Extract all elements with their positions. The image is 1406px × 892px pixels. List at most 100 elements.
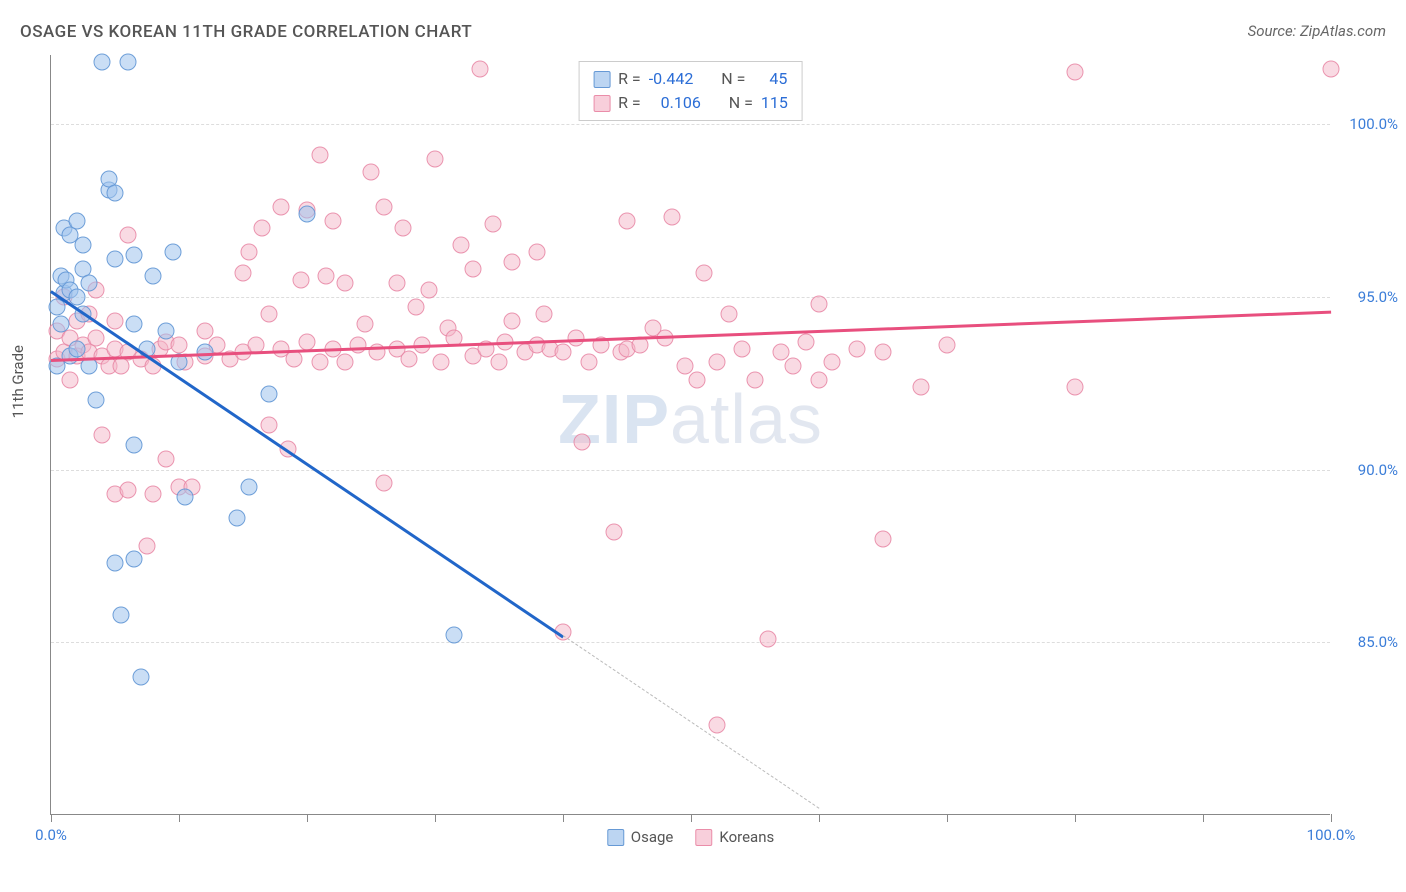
data-point-korean [708,354,725,371]
swatch-osage-icon [593,71,610,88]
data-point-korean [811,371,828,388]
y-tick-label: 95.0% [1358,288,1398,306]
data-point-osage [299,205,316,222]
data-point-korean [292,271,309,288]
data-point-korean [401,351,418,368]
legend-item-osage: Osage [607,828,674,846]
data-point-osage [68,212,85,229]
data-point-korean [260,306,277,323]
watermark: ZIPatlas [558,379,823,459]
data-point-korean [395,219,412,236]
data-point-korean [241,243,258,260]
data-point-osage [107,554,124,571]
grid-line [51,470,1330,471]
data-point-osage [132,668,149,685]
data-point-korean [606,523,623,540]
data-point-korean [452,237,469,254]
data-point-osage [126,551,143,568]
swatch-korean-icon [695,829,712,846]
x-tick [435,814,436,822]
data-point-korean [363,164,380,181]
data-point-korean [286,351,303,368]
data-point-korean [145,485,162,502]
data-point-osage [94,53,111,70]
data-point-korean [388,275,405,292]
data-point-korean [375,475,392,492]
data-point-korean [427,150,444,167]
chart-container: OSAGE VS KOREAN 11TH GRADE CORRELATION C… [0,0,1406,892]
data-point-korean [708,717,725,734]
data-point-osage [68,340,85,357]
data-point-korean [171,337,188,354]
y-tick-label: 90.0% [1358,461,1398,479]
data-point-korean [747,371,764,388]
chart-title: OSAGE VS KOREAN 11TH GRADE CORRELATION C… [20,22,472,42]
x-tick-label: 100.0% [1307,826,1356,844]
x-tick [307,814,308,822]
data-point-osage [119,53,136,70]
x-tick [691,814,692,822]
data-point-korean [465,261,482,278]
data-point-korean [849,340,866,357]
data-point-korean [1323,60,1340,77]
data-point-korean [318,268,335,285]
data-point-korean [119,226,136,243]
data-point-osage [75,237,92,254]
data-point-osage [107,185,124,202]
legend-stats: R = -0.442 N = 45 R = 0.106 N = 115 [578,61,803,121]
legend-series: Osage Koreans [607,828,774,846]
x-tick [947,814,948,822]
data-point-korean [119,482,136,499]
grid-line [51,642,1330,643]
x-tick [563,814,564,822]
data-point-osage [158,323,175,340]
trend-line-osage-extrapolated [563,635,820,809]
data-point-osage [87,392,104,409]
data-point-korean [580,354,597,371]
data-point-korean [260,416,277,433]
legend-stats-osage: R = -0.442 N = 45 [593,67,788,91]
data-point-korean [254,219,271,236]
data-point-korean [913,378,930,395]
data-point-korean [139,537,156,554]
swatch-korean-icon [593,95,610,112]
data-point-korean [721,306,738,323]
data-point-korean [107,313,124,330]
y-tick-label: 85.0% [1358,633,1398,651]
data-point-korean [350,337,367,354]
data-point-korean [324,212,341,229]
data-point-korean [663,209,680,226]
data-point-korean [619,212,636,229]
data-point-osage [164,243,181,260]
data-point-osage [126,316,143,333]
data-point-korean [471,60,488,77]
data-point-korean [676,357,693,374]
data-point-korean [196,323,213,340]
x-tick-label: 0.0% [35,826,67,844]
legend-stats-korean: R = 0.106 N = 115 [593,91,788,115]
data-point-osage [446,627,463,644]
data-point-osage [260,385,277,402]
data-point-korean [158,451,175,468]
data-point-korean [772,344,789,361]
data-point-korean [337,354,354,371]
plot-area: ZIPatlas R = -0.442 N = 45 R = 0.106 N =… [50,55,1330,815]
y-tick-label: 100.0% [1349,115,1398,133]
data-point-osage [126,247,143,264]
data-point-korean [823,354,840,371]
data-point-osage [107,250,124,267]
data-point-korean [484,216,501,233]
data-point-osage [126,437,143,454]
data-point-osage [241,478,258,495]
x-tick [179,814,180,822]
data-point-korean [62,371,79,388]
source-label: Source: ZipAtlas.com [1248,22,1386,40]
data-point-korean [798,333,815,350]
swatch-osage-icon [607,829,624,846]
data-point-korean [94,427,111,444]
data-point-korean [555,344,572,361]
data-point-korean [235,264,252,281]
data-point-korean [811,295,828,312]
data-point-osage [53,316,70,333]
data-point-korean [420,281,437,298]
